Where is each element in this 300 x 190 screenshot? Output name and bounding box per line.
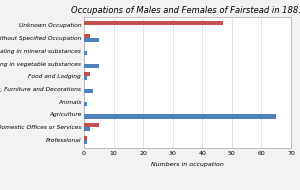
Bar — [84, 123, 99, 127]
Bar — [84, 102, 87, 106]
Bar — [84, 72, 90, 76]
Bar — [84, 34, 90, 38]
Bar — [84, 76, 87, 80]
Bar — [84, 114, 276, 119]
Title: Occupations of Males and Females of Fairstead in 1881: Occupations of Males and Females of Fair… — [71, 6, 300, 15]
Bar — [84, 140, 87, 144]
Bar — [84, 89, 93, 93]
Bar — [84, 21, 223, 25]
Bar — [84, 136, 87, 140]
Bar — [84, 64, 99, 68]
Bar — [84, 127, 90, 131]
Bar — [84, 38, 99, 42]
Bar — [84, 51, 87, 55]
Legend: Women, Men: Women, Men — [153, 188, 222, 190]
X-axis label: Numbers in occupation: Numbers in occupation — [151, 162, 224, 166]
